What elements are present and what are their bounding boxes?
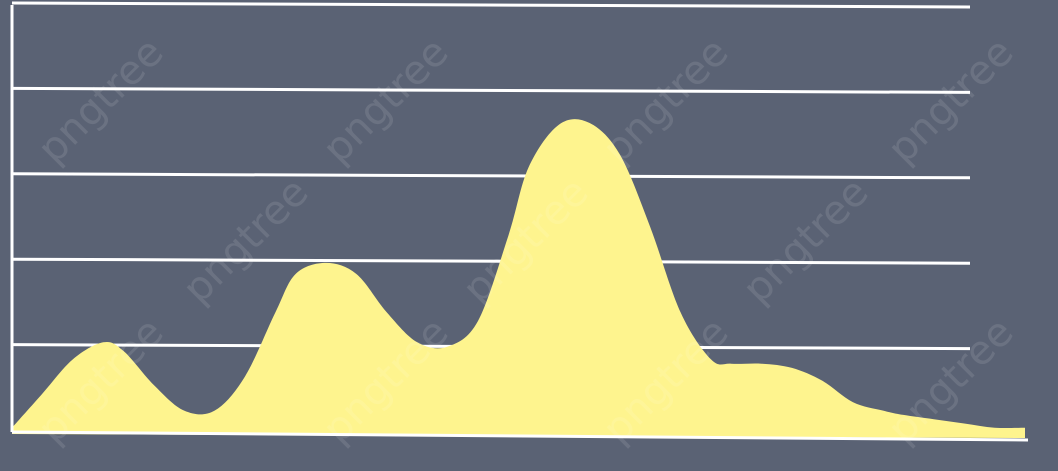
gridline-3 <box>11 172 971 180</box>
watermark-text: pngtree <box>879 29 1022 172</box>
gridline-2 <box>11 257 971 265</box>
watermark-text: pngtree <box>734 169 877 312</box>
watermark-text: pngtree <box>594 29 737 172</box>
gridline-5 <box>11 1 971 9</box>
series-area <box>12 119 1025 438</box>
gridlines <box>11 1 971 351</box>
watermark-text: pngtree <box>314 29 457 172</box>
gridline-4 <box>11 86 971 94</box>
x-axis-line <box>11 430 1029 442</box>
watermark-text: pngtree <box>29 29 172 172</box>
